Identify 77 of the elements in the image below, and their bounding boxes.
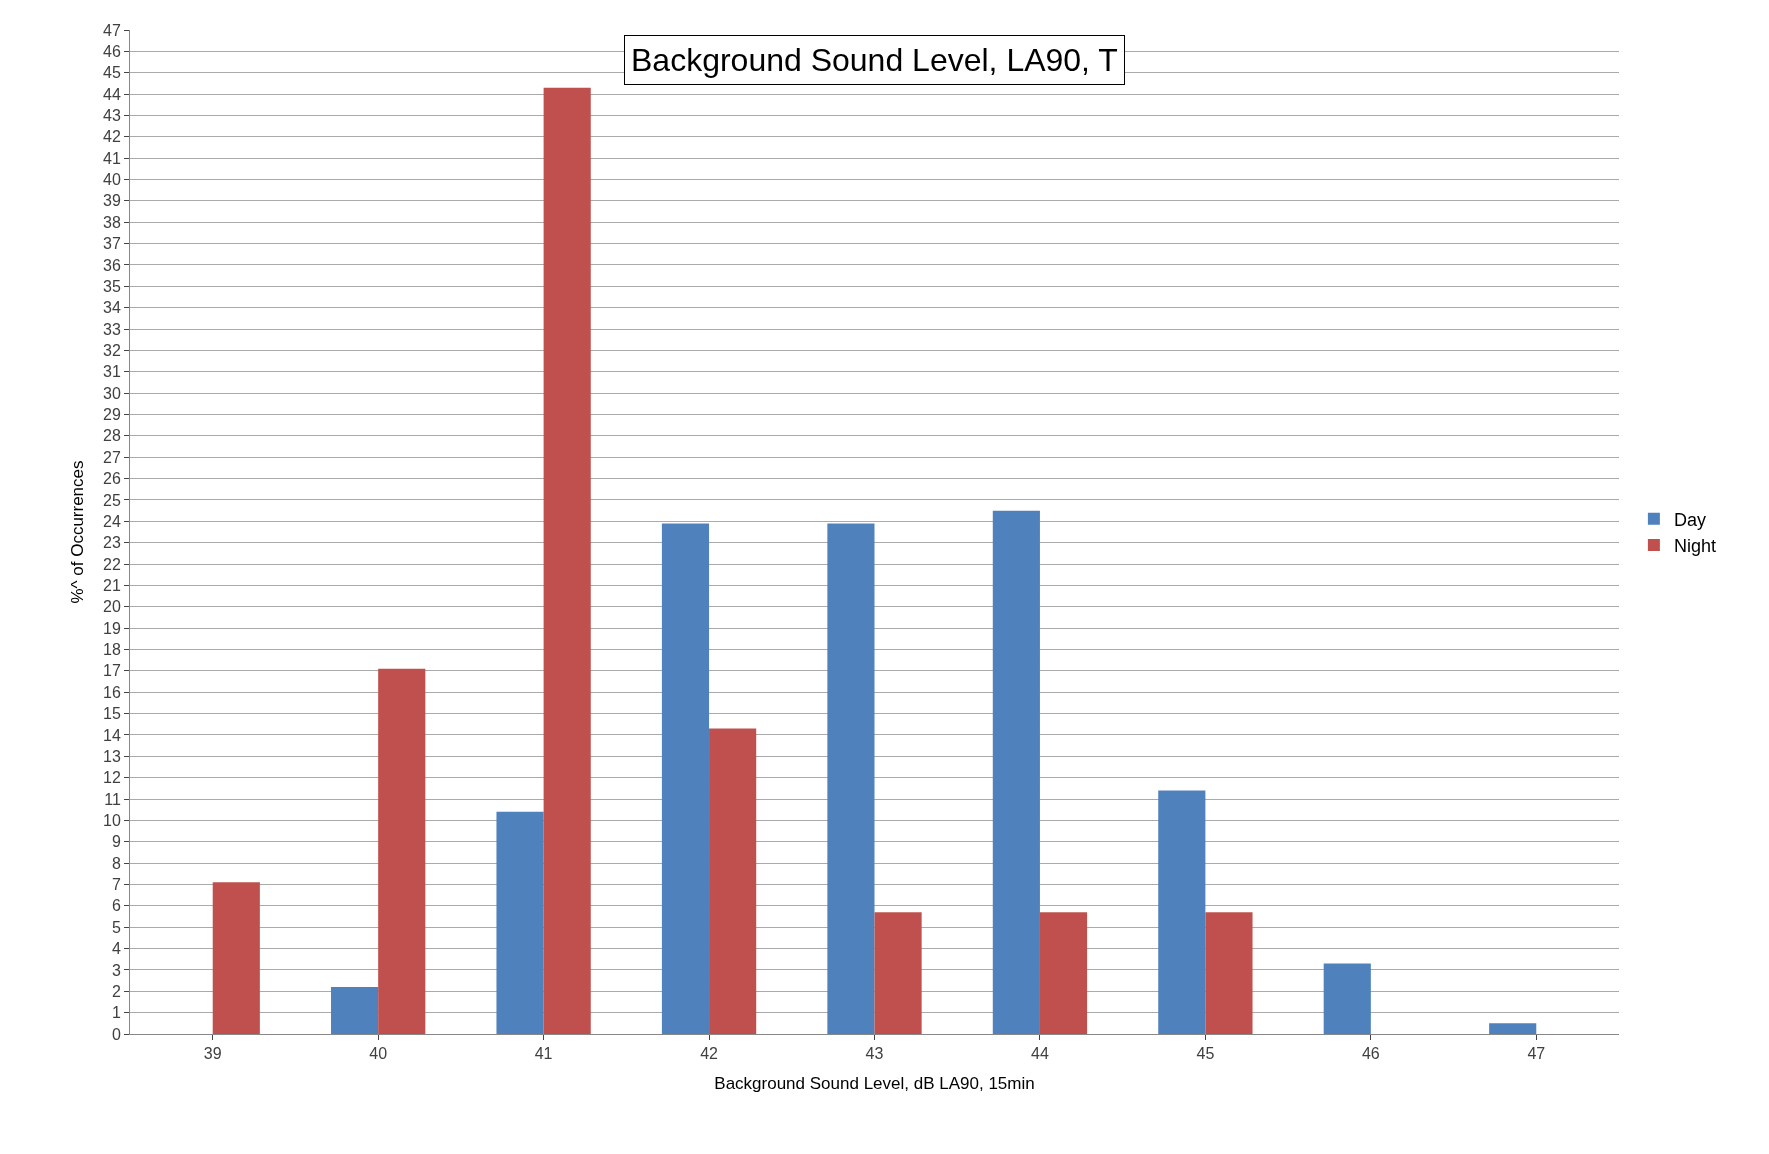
bar (378, 668, 426, 1034)
y-tick-label: 8 (111, 854, 121, 872)
y-tick-label: 2 (111, 982, 121, 1000)
bar (331, 987, 379, 1034)
y-tick-label: 32 (103, 342, 121, 360)
bar (709, 728, 757, 1034)
legend-label: Day (1673, 509, 1706, 530)
y-tick-label: 11 (104, 790, 121, 808)
x-tick-label: 40 (369, 1045, 388, 1063)
chart-title: Background Sound Level, LA90, T (631, 42, 1118, 78)
y-axis-title: %^ of Occurrences (67, 460, 87, 604)
y-tick-label: 29 (103, 406, 121, 424)
y-tick-label: 34 (103, 299, 121, 317)
bar (1039, 912, 1088, 1034)
y-tick-label: 35 (103, 277, 121, 295)
x-axis-title: Background Sound Level, dB LA90, 15min (714, 1073, 1035, 1093)
bar (1489, 1023, 1537, 1034)
y-tick-label: 33 (103, 320, 121, 338)
y-tick-label: 6 (111, 897, 121, 915)
y-tick-label: 41 (103, 149, 121, 167)
y-tick-label: 25 (103, 491, 121, 509)
y-tick-label: 17 (103, 662, 121, 680)
y-tick-label: 44 (103, 85, 121, 103)
bar (827, 523, 875, 1034)
bar (874, 912, 922, 1034)
y-tick-label: 26 (103, 470, 121, 488)
y-tick-label: 18 (103, 641, 121, 659)
y-tick-label: 47 (103, 21, 121, 39)
y-tick-label: 10 (103, 811, 121, 829)
y-tick-label: 38 (103, 213, 121, 231)
x-tick-label: 41 (534, 1045, 553, 1063)
y-tick-label: 40 (103, 171, 121, 189)
y-tick-label: 39 (103, 192, 121, 210)
y-tick-label: 21 (103, 577, 121, 594)
y-tick-label: 13 (103, 747, 121, 765)
x-tick-label: 45 (1196, 1045, 1215, 1063)
x-tick-label: 39 (203, 1045, 222, 1063)
y-tick-label: 45 (103, 64, 121, 82)
y-tick-label: 7 (111, 876, 121, 894)
y-tick-label: 14 (103, 726, 121, 744)
y-tick-label: 4 (111, 940, 121, 958)
y-tick-label: 43 (103, 107, 121, 125)
y-tick-label: 9 (111, 833, 121, 851)
y-tick-label: 36 (103, 256, 121, 274)
y-tick-label: 19 (103, 619, 121, 637)
bar (992, 510, 1040, 1034)
legend-label: Night (1673, 536, 1716, 557)
y-tick-label: 24 (103, 512, 121, 530)
bar (543, 87, 591, 1034)
bar (496, 811, 544, 1034)
y-tick-label: 12 (103, 769, 121, 787)
y-tick-label: 5 (111, 918, 121, 936)
bar (1158, 790, 1206, 1034)
bar (1205, 912, 1253, 1034)
x-tick-label: 47 (1527, 1045, 1546, 1063)
y-tick-label: 0 (111, 1025, 121, 1043)
x-tick-label: 42 (700, 1045, 719, 1063)
y-tick-label: 15 (103, 705, 121, 723)
y-tick-label: 42 (103, 128, 121, 146)
y-tick-label: 23 (103, 534, 121, 552)
y-tick-label: 16 (103, 683, 121, 701)
y-tick-label: 3 (111, 961, 121, 979)
y-tick-label: 28 (103, 427, 121, 445)
bar (212, 882, 260, 1034)
x-tick-label: 46 (1361, 1045, 1380, 1063)
y-tick-label: 30 (103, 384, 121, 402)
y-tick-label: 1 (111, 1004, 121, 1022)
y-tick-label: 27 (103, 448, 121, 466)
x-tick-label: 44 (1031, 1045, 1049, 1063)
bar (661, 523, 710, 1034)
x-tick-label: 43 (865, 1045, 884, 1063)
y-tick-label: 22 (103, 555, 121, 573)
y-tick-label: 37 (103, 235, 121, 253)
y-tick-label: 46 (103, 42, 121, 60)
y-tick-label: 31 (103, 363, 121, 381)
bar (1323, 963, 1371, 1034)
y-tick-label: 20 (103, 598, 121, 616)
